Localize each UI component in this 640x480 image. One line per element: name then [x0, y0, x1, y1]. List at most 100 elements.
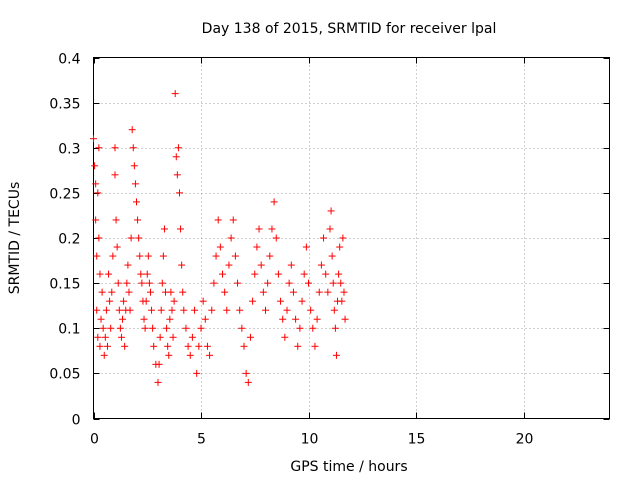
data-point: [144, 252, 152, 260]
data-point: [246, 333, 254, 341]
data-point: [111, 144, 119, 152]
data-point: [201, 315, 209, 323]
data-point: [95, 144, 103, 152]
data-point: [148, 306, 156, 314]
data-point: [203, 342, 211, 350]
data-point: [165, 351, 173, 359]
x-tick-label: 5: [197, 432, 206, 448]
data-point: [257, 261, 265, 269]
data-point: [221, 288, 229, 296]
data-point: [112, 216, 120, 224]
data-point: [281, 333, 289, 341]
data-point: [287, 261, 295, 269]
data-point: [131, 180, 139, 188]
data-point: [172, 153, 180, 161]
data-point: [251, 270, 259, 278]
data-point: [219, 270, 226, 278]
data-point: [156, 333, 164, 341]
data-point: [90, 135, 97, 143]
data-point: [108, 288, 116, 296]
x-axis: 0 5 10 15 20: [90, 57, 533, 448]
data-point: [97, 315, 105, 323]
data-point: [262, 306, 269, 314]
data-point: [169, 333, 177, 341]
data-point: [317, 261, 325, 269]
data-point: [176, 189, 183, 197]
data-point: [167, 288, 175, 296]
data-point: [133, 198, 140, 206]
data-point: [94, 189, 102, 197]
data-point: [168, 306, 176, 314]
y-tick-label: 0.05: [49, 367, 80, 383]
y-tick-label: 0.15: [49, 277, 80, 293]
y-tick-label: 0.2: [58, 232, 80, 248]
y-tick-label: 0.35: [49, 97, 80, 113]
data-point: [212, 252, 220, 260]
data-point: [327, 207, 335, 215]
data-point: [166, 315, 174, 323]
data-point: [154, 378, 162, 386]
data-point: [182, 324, 190, 332]
plot-frame: [93, 57, 610, 419]
data-point: [98, 288, 106, 296]
data-point: [99, 324, 107, 332]
data-point: [170, 297, 178, 305]
data-point: [105, 270, 113, 278]
data-point: [121, 342, 129, 350]
data-point: [193, 369, 201, 377]
data-point: [173, 171, 181, 179]
data-point: [296, 324, 304, 332]
data-point: [210, 279, 218, 287]
data-point: [130, 162, 138, 170]
data-point: [331, 324, 339, 332]
y-tick-label: 0.25: [49, 187, 80, 203]
data-point: [142, 297, 150, 305]
data-point: [330, 306, 338, 314]
data-point: [329, 279, 337, 287]
data-point: [119, 315, 127, 323]
data-point: [255, 225, 263, 233]
data-point: [274, 270, 282, 278]
data-point: [135, 234, 143, 242]
data-point: [214, 216, 222, 224]
data-point: [322, 270, 330, 278]
x-tick-label: 10: [301, 432, 319, 448]
data-point: [159, 252, 167, 260]
data-point: [188, 333, 196, 341]
data-point: [229, 216, 237, 224]
data-point: [195, 342, 203, 350]
data-point: [336, 243, 344, 251]
x-axis-label: GPS time / hours: [290, 459, 407, 475]
data-point: [127, 234, 135, 242]
data-point: [238, 324, 246, 332]
data-point: [289, 288, 297, 296]
data-point: [231, 252, 239, 260]
data-point: [324, 288, 332, 296]
data-point: [320, 234, 328, 242]
data-point: [163, 324, 171, 332]
data-point: [199, 297, 207, 305]
data-point: [111, 171, 119, 179]
data-point: [335, 270, 343, 278]
data-point: [150, 342, 158, 350]
data-point: [294, 342, 302, 350]
data-point: [240, 342, 248, 350]
data-point: [285, 279, 293, 287]
data-point: [129, 144, 137, 152]
data-point: [191, 306, 199, 314]
data-point: [115, 306, 123, 314]
data-point: [227, 234, 235, 242]
data-point: [186, 351, 194, 359]
data-point: [266, 252, 274, 260]
data-point: [259, 288, 267, 296]
x-tick-label: 15: [408, 432, 426, 448]
data-point: [93, 252, 101, 260]
data-point: [96, 342, 104, 350]
data-point: [338, 297, 346, 305]
data-point: [171, 90, 179, 98]
y-tick-label: 0.1: [58, 322, 80, 338]
data-point: [197, 324, 205, 332]
data-point: [178, 261, 186, 269]
y-tick-label: 0.4: [58, 52, 80, 68]
data-point: [311, 342, 319, 350]
